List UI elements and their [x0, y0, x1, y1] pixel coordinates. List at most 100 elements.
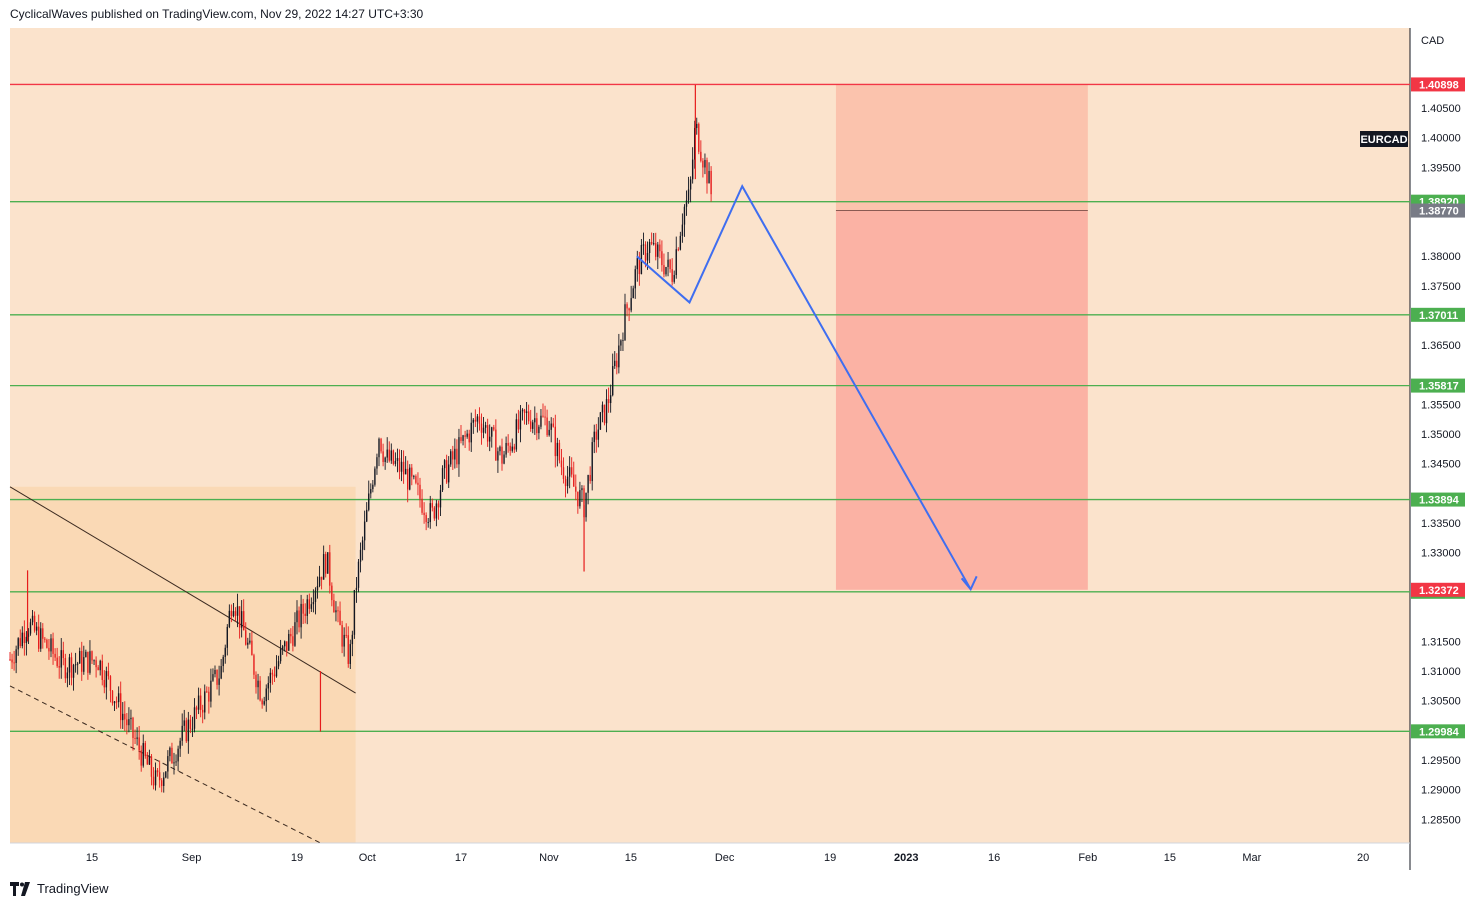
- candle-body: [452, 451, 454, 460]
- candle-body: [23, 632, 26, 644]
- candle-body: [322, 554, 325, 580]
- candle-body: [609, 395, 612, 404]
- candle-body: [677, 249, 679, 251]
- candle-body: [573, 474, 575, 487]
- candle-body: [702, 160, 704, 168]
- candle-body: [115, 701, 118, 703]
- candle-body: [548, 429, 550, 436]
- y-tick-label: 1.38000: [1421, 251, 1461, 263]
- candle-body: [275, 666, 278, 677]
- y-tick-label: 1.33500: [1421, 518, 1461, 530]
- price-axis-panel: [1410, 28, 1468, 843]
- candle-body: [353, 589, 356, 635]
- candle-body: [156, 770, 159, 773]
- candle-body: [13, 662, 15, 664]
- candle-body: [308, 599, 310, 609]
- candle-body: [464, 435, 466, 437]
- candle-body: [357, 561, 360, 588]
- candle-body: [495, 429, 497, 461]
- candle-body: [87, 651, 89, 673]
- candle-body: [347, 635, 349, 664]
- candle-body: [458, 437, 460, 465]
- candle-body: [27, 633, 30, 637]
- candle-body: [618, 345, 620, 368]
- candle-body: [390, 450, 392, 461]
- candle-body: [439, 490, 442, 508]
- candle-body: [50, 638, 52, 652]
- candle-body: [681, 224, 684, 236]
- candle-body: [48, 647, 50, 652]
- candle-body: [359, 549, 362, 562]
- x-tick-label: 19: [291, 852, 303, 864]
- candle-body: [146, 756, 149, 765]
- x-tick-label: Mar: [1242, 852, 1261, 864]
- candle-body: [425, 515, 427, 523]
- candle-body: [335, 610, 337, 613]
- y-tick-label: 1.36500: [1421, 340, 1461, 352]
- y-tick-label: 1.33000: [1421, 548, 1461, 560]
- candle-body: [659, 244, 661, 252]
- candle-body: [657, 244, 659, 257]
- candle-body: [634, 269, 636, 289]
- candle-body: [536, 418, 538, 434]
- candle-body: [120, 693, 122, 721]
- candle-body: [663, 265, 665, 275]
- candle-body: [374, 468, 376, 485]
- stop-loss-zone[interactable]: [835, 84, 1088, 211]
- candle-body: [698, 123, 700, 152]
- candle-body: [333, 600, 335, 613]
- candle-body: [429, 503, 431, 523]
- y-tick-label: 1.40000: [1421, 133, 1461, 145]
- candle-body: [179, 740, 181, 749]
- candle-body: [302, 603, 304, 614]
- candle-body: [710, 170, 712, 195]
- y-tick-label: 1.35500: [1421, 399, 1461, 411]
- candle-body: [267, 682, 269, 689]
- candle-body: [638, 258, 641, 275]
- candle-body: [148, 756, 151, 765]
- candle-body: [202, 709, 204, 713]
- candle-body: [9, 659, 11, 661]
- candle-body: [669, 259, 671, 270]
- candle-body: [630, 298, 632, 311]
- candle-body: [273, 674, 276, 677]
- candle-body: [601, 404, 604, 413]
- y-tick-label: 1.39500: [1421, 162, 1461, 174]
- candle-body: [419, 484, 421, 499]
- candle-body: [581, 488, 583, 491]
- descending-trendline[interactable]: [9, 486, 356, 694]
- y-tick-label: 1.30500: [1421, 696, 1461, 708]
- candle-body: [68, 657, 71, 673]
- parallel-channel-line[interactable]: [9, 685, 321, 844]
- candle-body: [571, 467, 573, 475]
- candle-body: [281, 646, 284, 649]
- x-tick-label: 2023: [894, 852, 918, 864]
- candle-body: [76, 663, 79, 665]
- candle-body: [105, 671, 108, 688]
- candle-body: [530, 421, 532, 429]
- candle-body: [247, 642, 249, 645]
- candle-body: [263, 701, 265, 705]
- candle-body: [644, 244, 647, 261]
- projection-arrow-head: [960, 575, 978, 592]
- candle-body: [655, 243, 657, 257]
- candle-body: [130, 717, 132, 720]
- tradingview-brand: TradingView: [37, 881, 109, 896]
- take-profit-zone[interactable]: [835, 210, 1088, 590]
- candle-body: [224, 647, 226, 657]
- candle-body: [169, 747, 171, 757]
- candle-body: [361, 540, 364, 550]
- projection-path[interactable]: [636, 184, 972, 590]
- price-tag: [1411, 378, 1465, 393]
- candle-body: [316, 585, 319, 591]
- candle-body: [134, 737, 136, 739]
- candle-body: [226, 626, 228, 648]
- price-tag-label: 1.35817: [1419, 381, 1459, 393]
- candle-body: [513, 446, 515, 450]
- candle-body: [404, 468, 407, 475]
- candle-body: [72, 665, 75, 678]
- candle-body: [52, 638, 54, 654]
- candle-body: [595, 431, 597, 440]
- y-tick-label: 1.29000: [1421, 785, 1461, 797]
